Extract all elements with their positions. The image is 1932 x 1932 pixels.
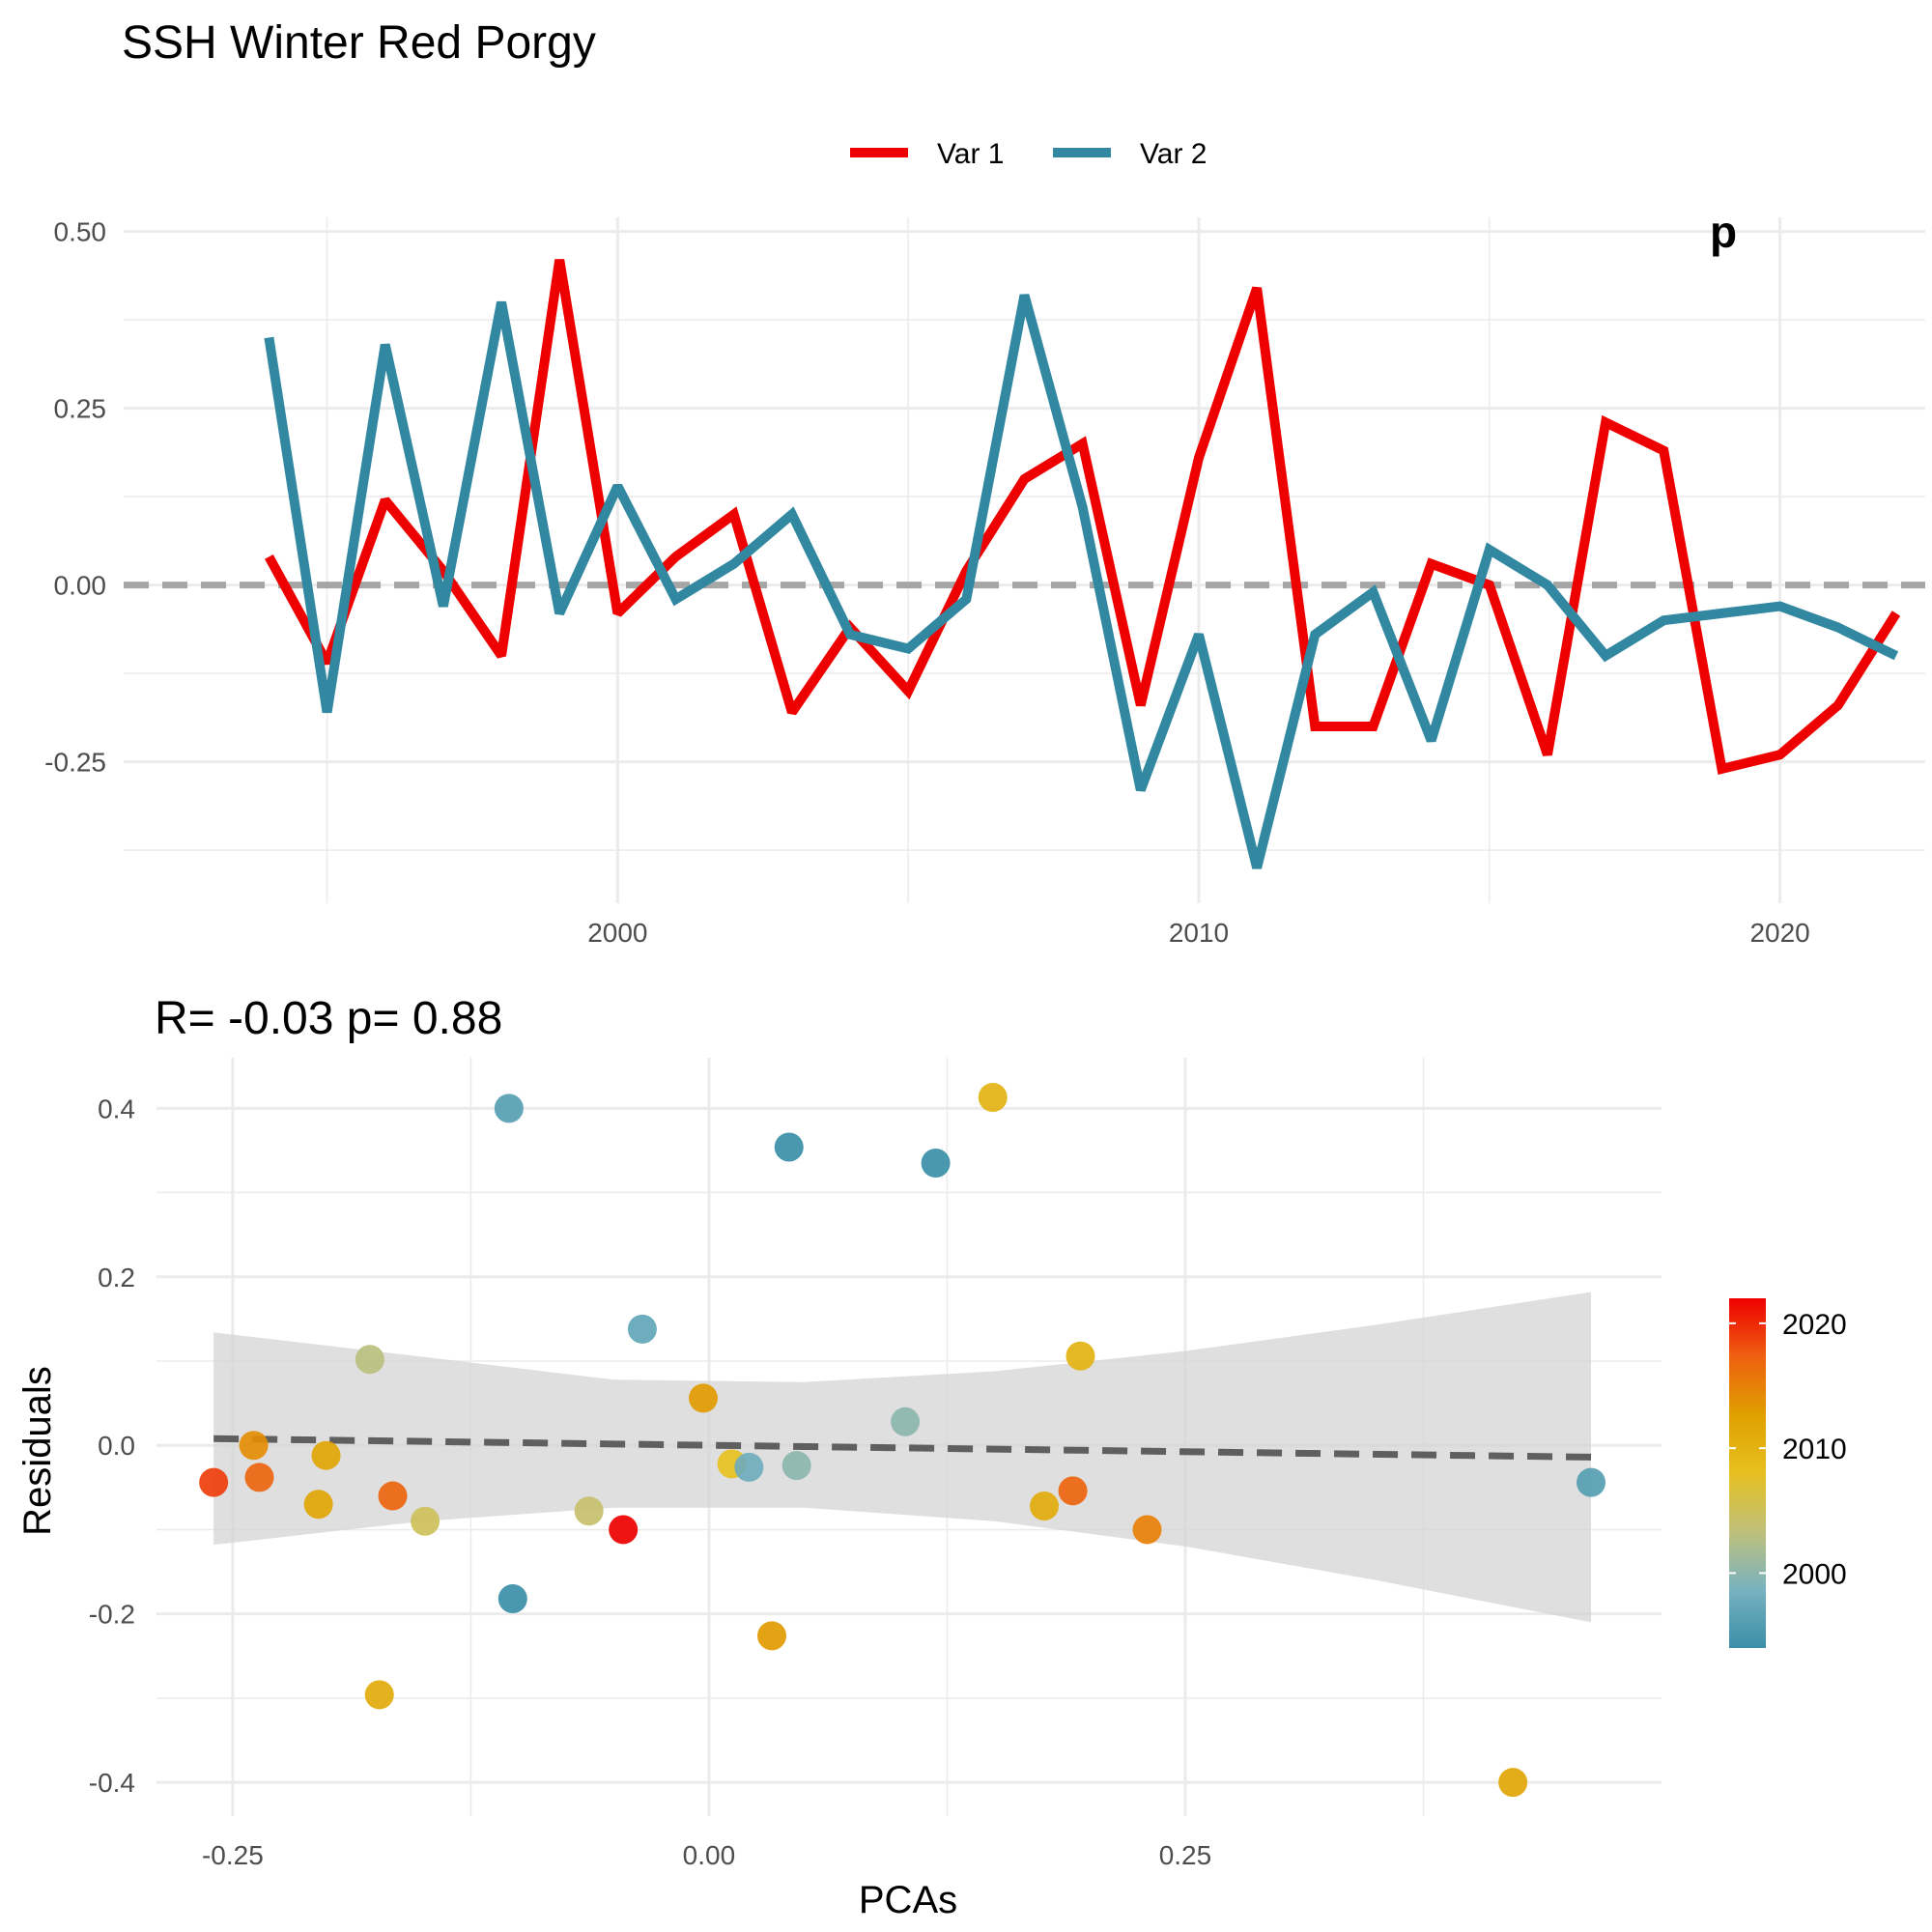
scatter-point — [609, 1515, 639, 1545]
scatter-x-axis: -0.25 0.00 0.25 — [202, 1840, 1211, 1870]
y-axis-title: Residuals — [16, 1366, 59, 1536]
scatter-point — [311, 1440, 341, 1470]
ribbon-area — [213, 1292, 1592, 1623]
x-tick-label: 0.00 — [683, 1840, 736, 1870]
colorbar-ticks: 2000 2010 2020 — [1729, 1309, 1847, 1590]
series-line-var-2 — [264, 294, 1899, 869]
colorbar-tick-label: 2020 — [1782, 1309, 1847, 1341]
scatter-point — [1132, 1515, 1162, 1545]
y-tick-label: -0.25 — [44, 748, 106, 778]
line-chart-panel: -0.25 0.00 0.25 0.50 2000 2010 2020 p — [44, 207, 1925, 948]
scatter-point — [239, 1431, 269, 1461]
y-tick-label: 0.50 — [54, 217, 107, 247]
scatter-title: R= -0.03 p= 0.88 — [155, 993, 502, 1044]
scatter-point — [781, 1451, 811, 1481]
scatter-point — [891, 1406, 921, 1436]
scatter-point — [1577, 1467, 1606, 1497]
x-tick-label: 0.25 — [1159, 1840, 1212, 1870]
x-axis-title: PCAs — [859, 1879, 957, 1921]
scatter-point — [1065, 1341, 1095, 1371]
x-tick-label: 2010 — [1169, 918, 1229, 948]
scatter-point — [244, 1463, 274, 1492]
scatter-point — [627, 1314, 657, 1344]
scatter-point — [378, 1481, 408, 1511]
scatter-point — [411, 1506, 440, 1536]
y-tick-label: 0.4 — [98, 1094, 135, 1123]
line-legend: Var 1 Var 2 — [850, 138, 1207, 170]
x-tick-label: 2000 — [587, 918, 647, 948]
y-tick-label: -0.4 — [89, 1768, 135, 1798]
legend-label-var-1: Var 1 — [937, 138, 1004, 170]
y-tick-label: 0.0 — [98, 1431, 135, 1461]
line-chart-y-axis: -0.25 0.00 0.25 0.50 — [44, 217, 106, 778]
year-colorbar: 2000 2010 2020 — [1729, 1298, 1847, 1648]
chart-title: SSH Winter Red Porgy — [122, 17, 596, 69]
scatter-point — [355, 1345, 384, 1375]
scatter-y-axis: -0.4 -0.2 0.0 0.2 0.4 — [89, 1094, 135, 1798]
scatter-point — [774, 1132, 804, 1162]
confidence-ribbon — [213, 1292, 1592, 1623]
scatter-point — [921, 1149, 951, 1179]
scatter-point — [497, 1583, 527, 1613]
scatter-panel: -0.4 -0.2 0.0 0.2 0.4 -0.25 0.00 0.25 — [89, 1058, 1662, 1870]
scatter-point — [734, 1452, 764, 1482]
scatter-point — [757, 1621, 787, 1651]
y-tick-label: -0.2 — [89, 1600, 135, 1630]
colorbar-tick-label: 2010 — [1782, 1434, 1847, 1465]
scatter-point — [1030, 1492, 1060, 1521]
scatter-point — [689, 1383, 719, 1413]
corner-annotation: p — [1710, 207, 1737, 257]
y-tick-label: 0.25 — [54, 394, 107, 424]
scatter-point — [1498, 1768, 1528, 1798]
x-tick-label: 2020 — [1749, 918, 1809, 948]
scatter-point — [1058, 1476, 1088, 1506]
series-line-var-1 — [265, 259, 1901, 776]
legend-label-var-2: Var 2 — [1140, 138, 1207, 170]
line-chart-series — [264, 259, 1901, 869]
scatter-point — [978, 1082, 1008, 1112]
scatter-point — [494, 1094, 524, 1123]
colorbar-tick-label: 2000 — [1782, 1558, 1847, 1590]
colorbar-gradient — [1729, 1298, 1766, 1648]
y-tick-label: 0.00 — [54, 571, 107, 601]
scatter-point — [574, 1496, 604, 1526]
scatter-points — [199, 1082, 1606, 1798]
scatter-point — [364, 1680, 394, 1710]
line-chart-x-axis: 2000 2010 2020 — [587, 918, 1810, 948]
x-tick-label: -0.25 — [202, 1840, 264, 1870]
y-tick-label: 0.2 — [98, 1263, 135, 1293]
scatter-point — [199, 1467, 229, 1497]
scatter-point — [303, 1490, 333, 1520]
